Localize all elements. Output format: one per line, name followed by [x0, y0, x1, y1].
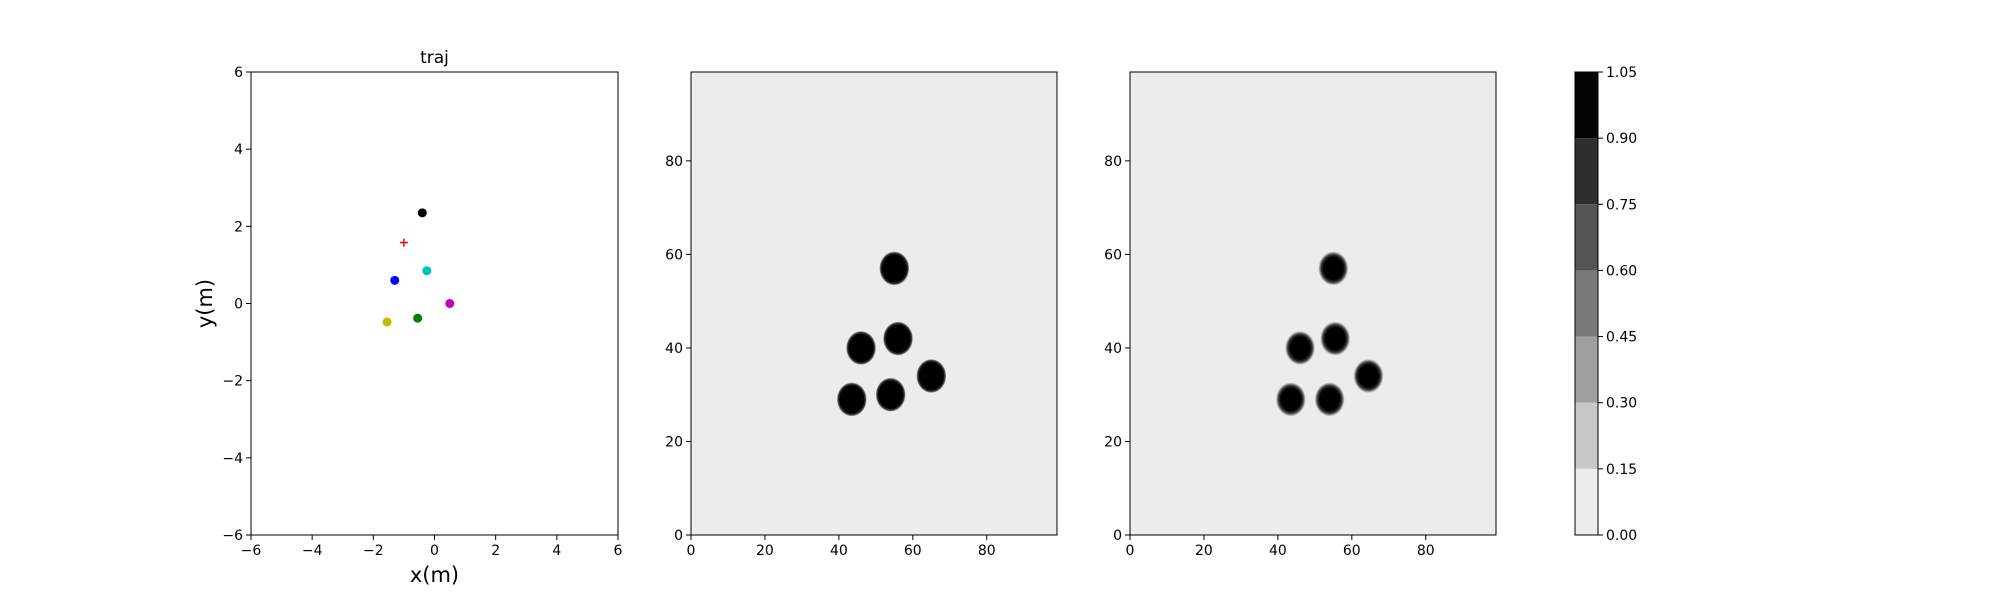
map2-y-tick-label: 20: [1104, 434, 1122, 450]
map2-blob: [1320, 321, 1351, 356]
traj-plot: −6 −4 −2 0 2 4 6 −6 −4 −2 0 2 4 6 traj x(m) y(m): [193, 48, 623, 587]
map1-x-tick-label: 80: [978, 543, 996, 559]
traj-y-tick-label: −2: [222, 374, 243, 390]
colorbar-segment: [1575, 468, 1598, 535]
traj-point: [390, 275, 400, 285]
colorbar-tick-label: 0.00: [1606, 528, 1637, 544]
traj-y-tick-label: 2: [234, 219, 243, 235]
traj-y-tick-label: 0: [234, 297, 243, 313]
map1-x-tick-label: 60: [904, 543, 922, 559]
map2-x-tick-label: 40: [1269, 543, 1287, 559]
traj-point: [417, 208, 427, 218]
traj-y-tick-label: 4: [234, 142, 243, 158]
map1-y-tick-label: 60: [665, 247, 683, 263]
map1-x-tick-label: 0: [687, 543, 696, 559]
traj-y-tick-label: −4: [222, 451, 243, 467]
traj-y-axis-label: y(m): [193, 279, 217, 328]
heatmap-2-background: [1130, 72, 1496, 535]
traj-title: traj: [420, 48, 449, 68]
map2-y-tick-label: 60: [1104, 247, 1122, 263]
map1-blob: [879, 251, 910, 286]
traj-plot-area: [251, 72, 618, 535]
traj-x-tick-label: −2: [363, 543, 384, 559]
traj-x-tick-label: −4: [302, 543, 323, 559]
map1-x-tick-label: 40: [830, 543, 848, 559]
traj-x-tick-label: 6: [614, 543, 623, 559]
heatmap-2: 0 20 40 60 80 0 20 40 60 80: [1104, 71, 1497, 559]
traj-x-tick-label: 0: [430, 543, 439, 559]
traj-x-tick-label: −6: [241, 543, 262, 559]
traj-point: [422, 266, 432, 276]
colorbar-segment: [1575, 402, 1598, 469]
colorbar-tick-label: 0.90: [1606, 131, 1637, 147]
map1-blob: [875, 377, 906, 412]
map1-x-tick-label: 20: [756, 543, 774, 559]
map1-y-tick-label: 0: [674, 528, 683, 544]
traj-goal-marker: [399, 238, 408, 247]
map2-y-tick-label: 0: [1113, 528, 1122, 544]
colorbar-segment: [1575, 336, 1598, 403]
map1-y-tick-label: 40: [665, 341, 683, 357]
traj-point: [445, 299, 455, 308]
colorbar-tick-label: 0.60: [1606, 263, 1637, 279]
map2-blob: [1314, 382, 1345, 417]
colorbar-segment: [1575, 72, 1598, 139]
map1-blob: [836, 382, 867, 417]
colorbar-segment: [1575, 204, 1598, 271]
map2-y-tick-label: 80: [1104, 154, 1122, 170]
colorbar-frame: [1574, 71, 1599, 536]
map2-blob: [1275, 382, 1306, 417]
traj-y-tick-label: 6: [234, 65, 243, 81]
colorbar-tick-label: 0.45: [1606, 330, 1637, 346]
colorbar: 0.00 0.15 0.30 0.45 0.60 0.75 0.90 1.05: [1574, 65, 1637, 544]
heatmap-1-background: [691, 72, 1057, 535]
map2-x-tick-label: 80: [1417, 543, 1435, 559]
traj-x-tick-label: 2: [491, 543, 500, 559]
map2-x-tick-label: 60: [1343, 543, 1361, 559]
map2-x-tick-label: 0: [1126, 543, 1135, 559]
map2-blob: [1285, 330, 1316, 365]
colorbar-tick-label: 1.05: [1606, 65, 1637, 81]
colorbar-segment: [1575, 270, 1598, 337]
map1-y-tick-label: 80: [665, 154, 683, 170]
colorbar-tick-label: 0.75: [1606, 197, 1637, 213]
traj-point: [382, 317, 392, 327]
map2-y-tick-label: 40: [1104, 341, 1122, 357]
map1-blob: [846, 330, 877, 365]
traj-y-tick-label: −6: [222, 528, 243, 544]
colorbar-tick-label: 0.30: [1606, 396, 1637, 412]
map1-y-tick-label: 20: [665, 434, 683, 450]
map2-blob: [1318, 251, 1349, 286]
traj-x-tick-label: 4: [552, 543, 561, 559]
traj-point: [413, 313, 423, 323]
colorbar-segment: [1575, 138, 1598, 205]
heatmap-1-frame: [690, 71, 1058, 536]
heatmap-2-frame: [1129, 71, 1497, 536]
map2-blob: [1353, 358, 1384, 393]
traj-x-axis-label: x(m): [410, 563, 459, 587]
map2-x-tick-label: 20: [1195, 543, 1213, 559]
map1-blob: [916, 358, 947, 393]
heatmap-1: 0 20 40 60 80 0 20 40 60 80: [665, 71, 1058, 559]
map1-blob: [883, 321, 914, 356]
colorbar-tick-label: 0.15: [1606, 462, 1637, 478]
